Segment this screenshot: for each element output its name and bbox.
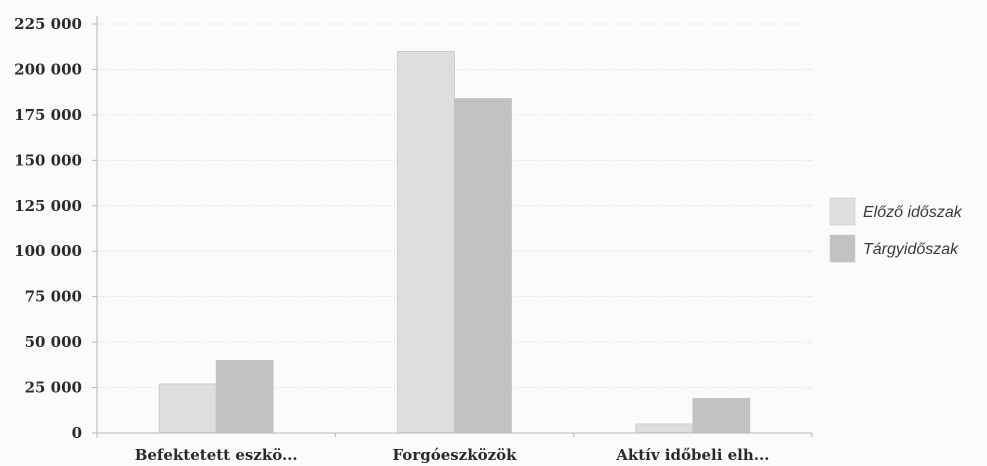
x-axis-labels: Befektetett eszkö... Forgóeszközök Aktív i… — [135, 433, 813, 464]
legend-label: Tárgyidőszak — [863, 241, 959, 258]
y-tick-label: 150 000 — [14, 151, 82, 169]
y-axis-ticks: 0 25 000 50 000 75 000 100 000 125 000 150 000… — [14, 15, 97, 442]
bar — [635, 423, 694, 434]
y-tick-label: 175 000 — [14, 106, 82, 124]
y-tick-label: 125 000 — [14, 197, 82, 215]
y-tick-label: 200 000 — [14, 60, 82, 78]
x-tick-label: Forgóeszközök — [392, 446, 517, 464]
bar — [158, 383, 217, 434]
legend-swatch — [829, 234, 856, 263]
legend-swatch — [829, 197, 856, 226]
x-tick-label: Aktív időbeli elh... — [615, 446, 769, 464]
x-tick-label: Befektetett eszkö... — [135, 446, 298, 464]
y-tick-label: 100 000 — [14, 242, 82, 260]
y-tick-label: 25 000 — [25, 379, 82, 397]
y-tick-label: 75 000 — [25, 288, 82, 306]
legend-label: Előző időszak — [863, 204, 963, 221]
bar — [692, 398, 751, 434]
y-tick-label: 225 000 — [14, 15, 82, 33]
y-tick-label: 50 000 — [25, 333, 82, 351]
legend: Előző időszak Tárgyidőszak — [829, 197, 963, 263]
bar — [397, 50, 455, 434]
bar — [215, 359, 274, 434]
bars — [158, 50, 751, 434]
y-tick-label: 0 — [72, 424, 82, 442]
bar — [454, 98, 512, 434]
